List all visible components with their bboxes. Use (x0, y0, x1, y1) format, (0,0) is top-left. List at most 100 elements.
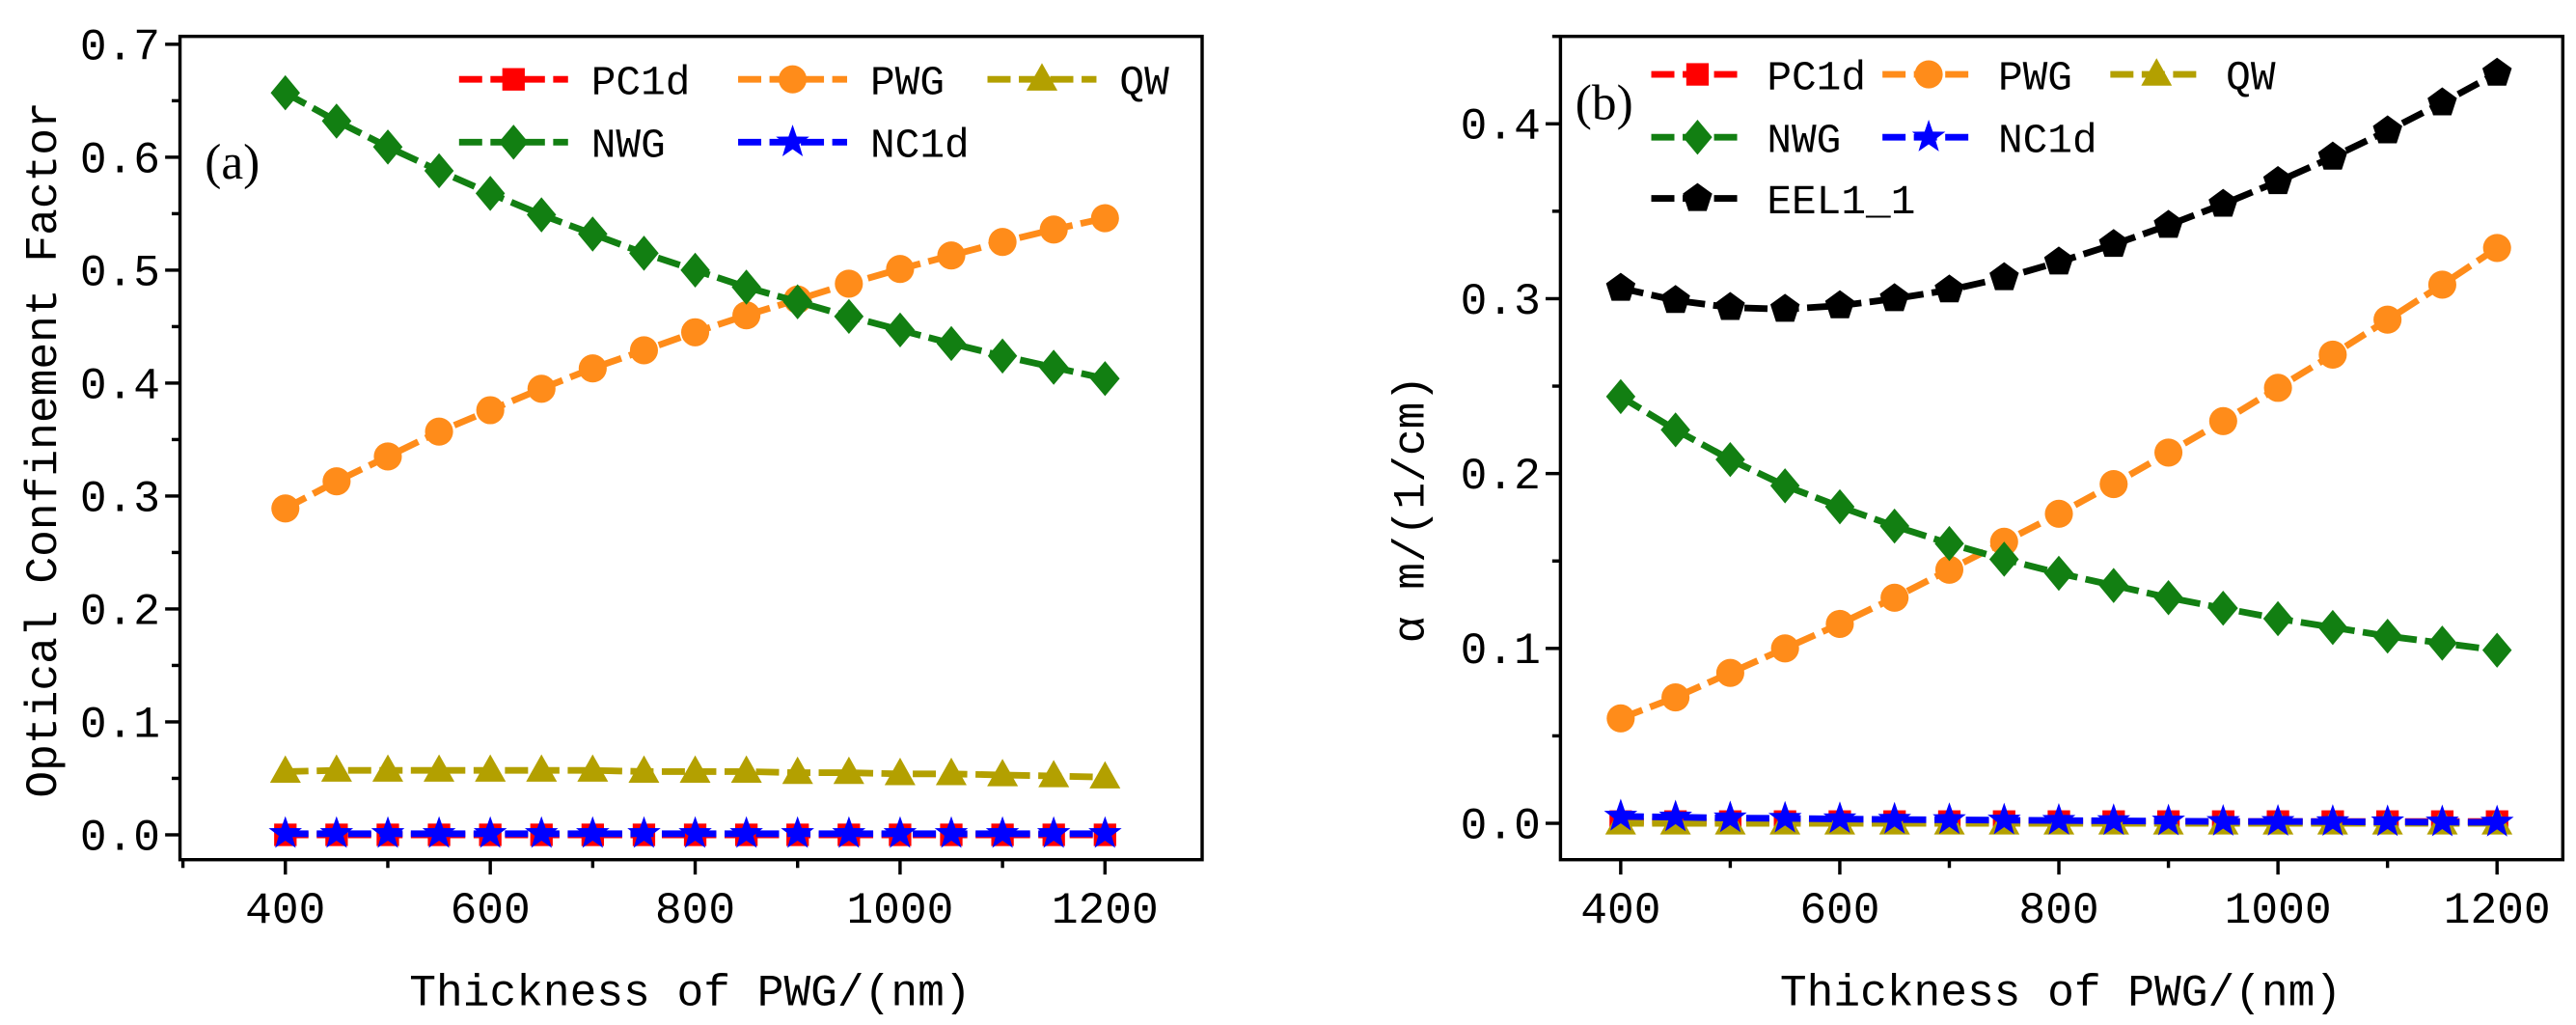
data-point (679, 755, 711, 784)
data-point (1089, 761, 1121, 789)
data-point (729, 816, 763, 848)
legend-item: NC1d (738, 123, 970, 170)
data-point (2262, 165, 2293, 195)
plot-frame (1558, 34, 2565, 862)
data-point (526, 197, 557, 233)
data-point (2043, 555, 2074, 592)
data-point (2043, 246, 2074, 275)
x-tick-label: 1200 (1052, 886, 1159, 936)
legend-item: NWG (458, 123, 666, 170)
y-tick-label: 0.2 (1461, 452, 1541, 502)
data-point (321, 103, 352, 139)
data-point (1658, 799, 1692, 832)
data-point (527, 374, 556, 403)
data-point (1934, 525, 1964, 562)
y-axis-title-a: Optical Confinement Factor (19, 101, 69, 797)
data-point (2096, 803, 2131, 836)
data-point (319, 816, 354, 848)
data-point (680, 252, 710, 289)
data-point (473, 816, 507, 848)
data-point (1879, 508, 1910, 544)
data-point (2481, 57, 2512, 86)
legend-triangle-icon (1026, 63, 1058, 91)
y-tick-label: 0.2 (80, 587, 160, 637)
legend-circle-icon (1914, 60, 1943, 89)
data-point (1661, 683, 1690, 712)
x-tick-label: 800 (2018, 886, 2098, 936)
data-point (578, 354, 607, 383)
x-tick-label: 1000 (2225, 886, 2332, 936)
legend-label: PWG (870, 60, 945, 107)
data-point (320, 754, 352, 782)
data-point (1660, 412, 1690, 448)
data-point (1934, 555, 1964, 584)
legend-label: PC1d (1767, 54, 1866, 101)
legend-square-icon (1685, 63, 1710, 86)
data-point (2042, 802, 2076, 835)
data-point (2153, 580, 2183, 616)
data-point (1932, 802, 1966, 835)
data-point (1090, 204, 1119, 233)
data-point (781, 756, 813, 785)
legend-label: NC1d (1998, 118, 2097, 165)
data-point (1036, 816, 1071, 848)
data-point (2317, 141, 2348, 170)
data-point (1879, 283, 1909, 312)
x-axis-title-a: Thickness of PWG/(nm) (409, 968, 971, 1018)
data-point (577, 754, 609, 782)
data-point (629, 235, 659, 271)
series-eel1-1 (1605, 57, 2512, 322)
data-point (1039, 215, 1068, 244)
legend-item: PWG (738, 60, 945, 107)
data-point (680, 318, 710, 346)
data-point (730, 755, 762, 784)
data-point (1768, 800, 1802, 833)
data-point (1934, 274, 1964, 303)
data-point (1605, 378, 1636, 415)
data-point (1713, 800, 1747, 833)
data-point (2099, 469, 2128, 499)
data-point (370, 816, 405, 848)
data-point (372, 129, 403, 165)
chart-a: (a) Thickness of PWG/(nm) Optical Confin… (19, 22, 1204, 1018)
data-point (1715, 291, 1745, 320)
y-tick-label: 0.4 (1461, 102, 1541, 152)
legend-star-icon (1911, 120, 1946, 152)
data-point (425, 417, 453, 446)
data-point (2427, 625, 2457, 661)
data-point (2263, 374, 2292, 402)
data-point (2098, 229, 2129, 258)
plot-frame (178, 34, 1204, 862)
series-pwg (1606, 234, 2511, 733)
x-tick-label: 600 (1799, 886, 1879, 936)
data-point (476, 396, 505, 425)
data-point (987, 759, 1019, 787)
legend-item: PWG (1882, 54, 2072, 102)
y-tick-label: 0.3 (80, 474, 160, 524)
data-point (936, 325, 967, 362)
data-point (1088, 816, 1122, 848)
data-point (1769, 293, 1800, 322)
data-point (1770, 634, 1799, 663)
data-point (2316, 804, 2350, 837)
data-point (2208, 188, 2238, 217)
y-tick-label: 0.3 (1461, 277, 1541, 327)
data-point (1038, 349, 1069, 385)
legend-item: PC1d (1651, 54, 1866, 102)
series-nc1d (268, 816, 1122, 848)
y-tick-label: 0.4 (80, 361, 160, 411)
data-point (886, 255, 915, 284)
legend-item: NC1d (1882, 118, 2097, 165)
data-point (2151, 803, 2185, 836)
data-point (526, 754, 558, 782)
legend-label: EEL1_1 (1767, 179, 1915, 226)
legend-label: PWG (1998, 54, 2072, 101)
data-point (834, 298, 864, 335)
data-point (678, 816, 712, 848)
legend-label: NC1d (870, 123, 970, 170)
data-point (524, 816, 559, 848)
series-nwg (270, 74, 1120, 397)
legend-pentagon-icon (1683, 182, 1713, 211)
x-tick-label: 400 (245, 886, 325, 936)
